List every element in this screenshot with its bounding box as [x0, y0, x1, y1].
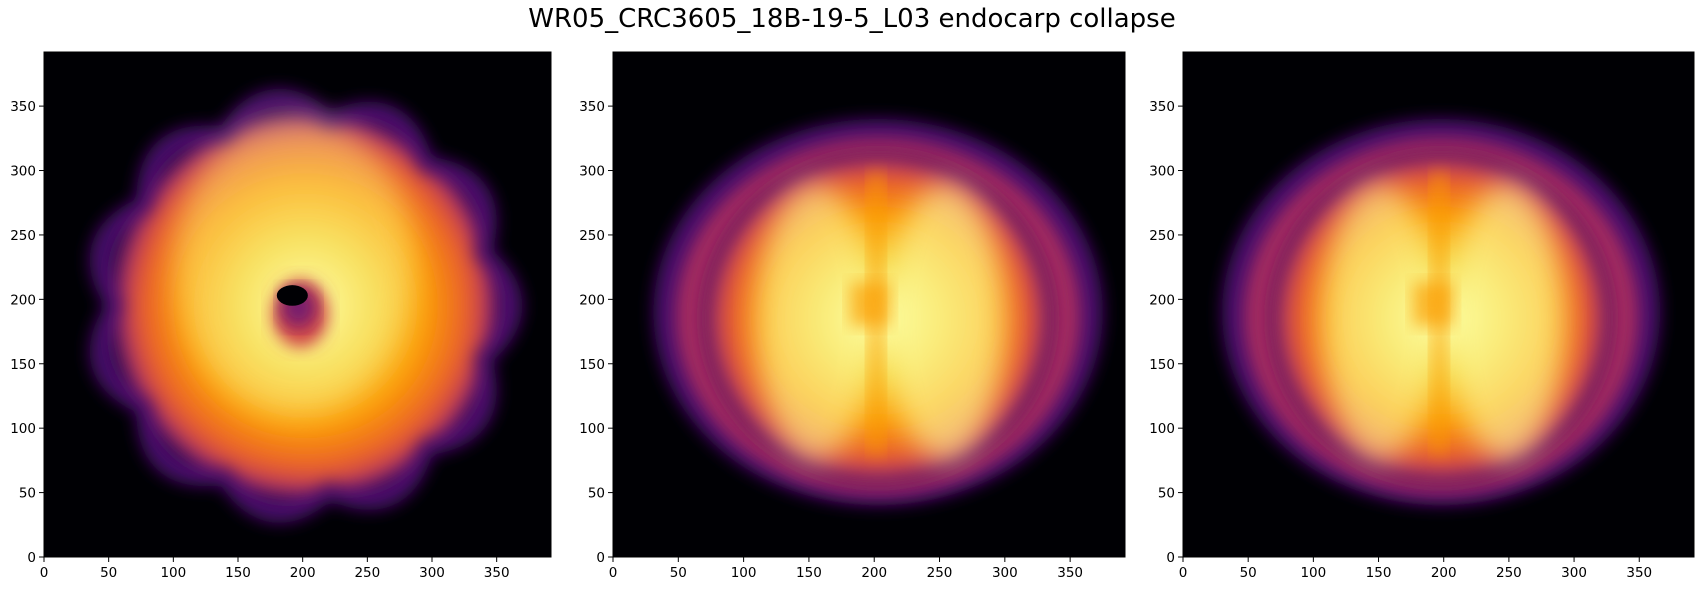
y-tick-label: 0: [1166, 550, 1175, 566]
y-tick-label: 100: [10, 421, 36, 437]
y-tick-label: 50: [1158, 486, 1175, 502]
y-tick-label: 150: [1149, 357, 1175, 373]
y-tick-label: 350: [579, 99, 605, 115]
y-tick-label: 300: [1149, 164, 1175, 180]
y-tick-label: 150: [10, 357, 36, 373]
x-tick-label: 150: [225, 565, 251, 581]
x-tick-label: 100: [160, 565, 186, 581]
y-tick-label: 150: [579, 357, 605, 373]
y-tick-label: 300: [579, 164, 605, 180]
x-tick-label: 100: [1300, 565, 1326, 581]
central-mark: [1413, 282, 1454, 327]
x-tick-label: 200: [290, 565, 316, 581]
x-tick-label: 50: [100, 565, 117, 581]
x-tick-label: 250: [354, 565, 380, 581]
x-tick-label: 100: [731, 565, 757, 581]
axes-frame: [1182, 51, 1695, 558]
heatmap-image: [89, 88, 523, 523]
axes-frame: [43, 51, 552, 558]
y-tick-label: 250: [1149, 228, 1175, 244]
y-tick-label: 50: [588, 486, 605, 502]
y-tick-label: 300: [10, 164, 36, 180]
x-tick-label: 0: [40, 565, 49, 581]
left-lobe: [1322, 183, 1437, 462]
left-lobe: [756, 183, 874, 462]
x-tick-label: 200: [861, 565, 887, 581]
y-tick-label: 250: [10, 228, 36, 244]
x-tick-label: 50: [1240, 565, 1257, 581]
x-tick-label: 300: [419, 565, 445, 581]
top-view-panel: 0 50 100 150 200 250 300 350 0 50 100 150 200 250 300 3…: [10, 51, 552, 581]
bright-core: [174, 115, 415, 416]
heatmap-image: [653, 118, 1103, 506]
side-view-panel-1: 0 50 100 150 200 250 300 350 0 50 100 150 200 250 300 3…: [579, 51, 1126, 581]
x-tick-label: 300: [1561, 565, 1587, 581]
x-tick-label: 350: [1626, 565, 1652, 581]
y-tick-label: 100: [1149, 421, 1175, 437]
x-tick-label: 200: [1431, 565, 1457, 581]
x-tick-label: 350: [1057, 565, 1083, 581]
heatmap-image: [1222, 118, 1661, 506]
y-tick-label: 200: [1149, 292, 1175, 308]
y-tick-label: 0: [27, 550, 36, 566]
cavity-hole: [276, 285, 308, 306]
side-view-panel-2: 0 50 100 150 200 250 300 350 0 50 100 150 200 250 300 3…: [1149, 51, 1695, 581]
x-tick-label: 300: [992, 565, 1018, 581]
x-tick-label: 250: [927, 565, 953, 581]
y-tick-label: 350: [10, 99, 36, 115]
y-tick-label: 200: [10, 292, 36, 308]
central-mark: [850, 282, 891, 327]
y-tick-label: 250: [579, 228, 605, 244]
y-tick-label: 350: [1149, 99, 1175, 115]
right-lobe: [887, 183, 1004, 462]
y-tick-label: 0: [596, 550, 605, 566]
axes-frame: [612, 51, 1126, 558]
x-tick-label: 0: [1179, 565, 1188, 581]
x-tick-label: 50: [670, 565, 687, 581]
y-tick-label: 50: [19, 486, 36, 502]
x-tick-label: 0: [609, 565, 618, 581]
x-tick-label: 250: [1496, 565, 1522, 581]
y-tick-label: 200: [579, 292, 605, 308]
figure-title: WR05_CRC3605_18B-19-5_L03 endocarp colla…: [528, 4, 1176, 34]
x-tick-label: 150: [796, 565, 822, 581]
x-tick-label: 150: [1366, 565, 1392, 581]
y-tick-label: 100: [579, 421, 605, 437]
x-tick-label: 350: [484, 565, 510, 581]
right-lobe: [1449, 183, 1564, 462]
